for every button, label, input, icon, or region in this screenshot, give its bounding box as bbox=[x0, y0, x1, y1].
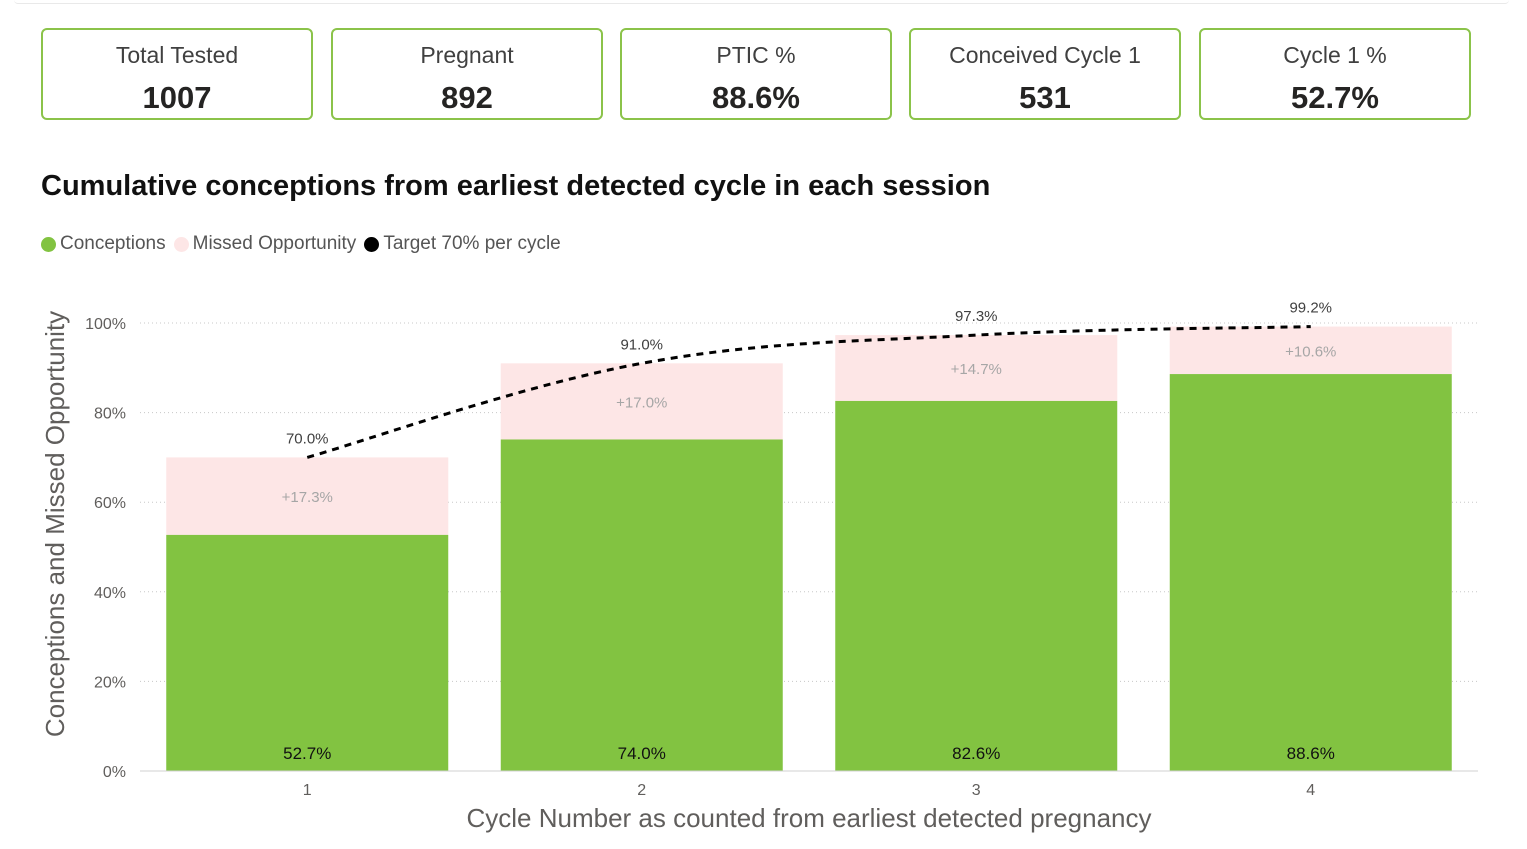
y-tick-label: 100% bbox=[85, 316, 126, 333]
kpi-card-total-tested: Total Tested 1007 bbox=[41, 28, 313, 120]
bar-missed-opportunity bbox=[166, 457, 449, 535]
kpi-card-conceived-cycle-1: Conceived Cycle 1 531 bbox=[909, 28, 1181, 120]
legend-item-target[interactable]: Target 70% per cycle bbox=[364, 233, 561, 255]
kpi-label: Pregnant bbox=[420, 42, 514, 68]
data-label-conceptions: 52.7% bbox=[283, 744, 331, 763]
bar-conceptions bbox=[166, 534, 449, 771]
legend-dot-icon bbox=[364, 236, 380, 252]
kpi-value: 1007 bbox=[142, 80, 212, 115]
kpi-row: Total Tested 1007 Pregnant 892 PTIC % 88… bbox=[41, 28, 1477, 124]
x-tick-label: 2 bbox=[637, 782, 646, 799]
kpi-label: Total Tested bbox=[115, 42, 239, 68]
data-label-missed: +17.3% bbox=[282, 489, 333, 506]
top-divider bbox=[14, 0, 1509, 4]
kpi-label: Conceived Cycle 1 bbox=[949, 42, 1141, 68]
y-axis-title: Conceptions and Missed Opportunity bbox=[40, 311, 70, 737]
target-line bbox=[306, 325, 1311, 459]
data-label-target: 91.0% bbox=[620, 336, 663, 353]
y-tick-label: 20% bbox=[94, 674, 126, 691]
kpi-label: PTIC % bbox=[716, 42, 796, 68]
data-label-missed: +17.0% bbox=[616, 394, 667, 411]
legend-item-missed-opportunity[interactable]: Missed Opportunity bbox=[173, 233, 357, 255]
kpi-card-ptic-percent: PTIC % 88.6% bbox=[620, 28, 892, 120]
bar-conceptions bbox=[500, 439, 783, 771]
bar-missed-opportunity bbox=[1169, 326, 1452, 375]
legend-item-conceptions[interactable]: Conceptions bbox=[41, 233, 166, 255]
data-label-conceptions: 74.0% bbox=[618, 744, 666, 763]
data-label-missed: +10.6% bbox=[1285, 343, 1336, 360]
x-tick-label: 4 bbox=[1306, 782, 1315, 799]
kpi-value: 88.6% bbox=[712, 80, 800, 115]
data-label-conceptions: 82.6% bbox=[952, 744, 1000, 763]
data-label-conceptions: 88.6% bbox=[1287, 744, 1335, 763]
y-tick-label: 60% bbox=[94, 495, 126, 512]
data-label-target: 70.0% bbox=[286, 430, 329, 447]
bar-conceptions bbox=[1169, 374, 1452, 771]
bar-missed-opportunity bbox=[835, 335, 1118, 401]
data-label-target: 97.3% bbox=[955, 308, 998, 325]
data-label-missed: +14.7% bbox=[951, 361, 1002, 378]
chart-title: Cumulative conceptions from earliest det… bbox=[41, 170, 991, 202]
x-tick-label: 1 bbox=[303, 782, 312, 799]
kpi-value: 52.7% bbox=[1291, 80, 1379, 115]
legend-label: Conceptions bbox=[60, 233, 166, 254]
kpi-label: Cycle 1 % bbox=[1283, 42, 1387, 68]
legend-label: Target 70% per cycle bbox=[383, 233, 561, 254]
x-axis-title: Cycle Number as counted from earliest de… bbox=[466, 803, 1151, 833]
kpi-card-pregnant: Pregnant 892 bbox=[331, 28, 603, 120]
bar-missed-opportunity bbox=[500, 363, 783, 440]
kpi-card-cycle-1-percent: Cycle 1 % 52.7% bbox=[1199, 28, 1471, 120]
y-tick-label: 0% bbox=[103, 764, 126, 781]
data-label-target: 99.2% bbox=[1289, 300, 1332, 317]
chart-legend: Conceptions Missed Opportunity Target 70… bbox=[41, 232, 569, 256]
legend-dot-icon bbox=[173, 236, 189, 252]
bar-conceptions bbox=[835, 400, 1118, 771]
legend-dot-icon bbox=[41, 236, 56, 252]
y-tick-label: 80% bbox=[94, 406, 126, 423]
kpi-value: 531 bbox=[1019, 80, 1071, 115]
y-tick-label: 40% bbox=[94, 585, 126, 602]
legend-label: Missed Opportunity bbox=[192, 233, 357, 254]
kpi-value: 892 bbox=[441, 80, 493, 115]
x-tick-label: 3 bbox=[972, 782, 981, 799]
